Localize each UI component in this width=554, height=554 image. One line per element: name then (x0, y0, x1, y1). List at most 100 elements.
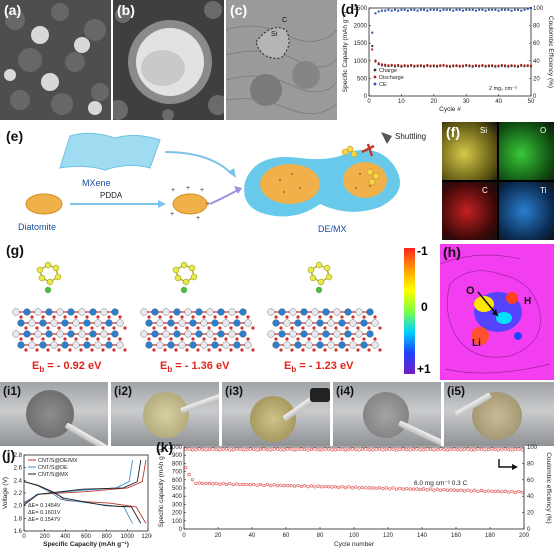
capacity-point (238, 482, 242, 487)
discharge-point (523, 64, 526, 67)
oxygen-atom (307, 315, 311, 319)
tem-image-a: (a) (0, 0, 111, 120)
oxygen-atom (224, 337, 228, 341)
capacity-point (520, 490, 524, 495)
capacity-point (384, 486, 388, 490)
ce-point (367, 448, 371, 452)
ce-point (197, 447, 201, 451)
slab-atom (344, 308, 352, 316)
x-tick-label: 160 (451, 533, 462, 539)
capacity-point (510, 489, 514, 493)
slab-atom (67, 330, 75, 338)
discharge-point (452, 64, 455, 67)
discharge-point (439, 64, 442, 67)
oxygen-atom (207, 326, 211, 330)
ce-point (500, 447, 504, 451)
capacity-point (326, 485, 331, 489)
slab-atom (217, 330, 225, 338)
ce-point (238, 447, 242, 451)
oxygen-atom (356, 348, 360, 352)
ce-point (428, 447, 433, 451)
slab-atom (228, 330, 236, 338)
capacity-point (279, 483, 283, 487)
slab-atom (327, 319, 335, 327)
slab-atom (94, 319, 102, 327)
coated-diatomite-icon (172, 193, 208, 215)
ce-point (343, 448, 348, 452)
slab-atom (305, 341, 313, 349)
y-tick-label: 0 (179, 527, 183, 533)
y2-tick-label: 0 (527, 527, 531, 533)
capacity-point (466, 488, 470, 492)
oxygen-atom (41, 315, 45, 319)
y-tick-label: 300 (172, 502, 183, 508)
ce-point (401, 447, 405, 451)
oxygen-atom (307, 337, 311, 341)
oxygen-atom (356, 326, 360, 330)
slab-atom (50, 319, 58, 327)
photo-i5: (i5) (444, 382, 554, 446)
x-tick-label: 400 (60, 534, 71, 540)
ce-point (299, 447, 303, 451)
ce-point (478, 8, 481, 11)
label-diatomite: Diatomite (18, 222, 56, 232)
capacity-point (211, 482, 215, 486)
capacity-point (357, 486, 361, 490)
ce-point (496, 448, 501, 452)
discharge-point (513, 64, 516, 67)
ce-point (423, 8, 426, 11)
capacity-point (252, 482, 256, 487)
capacity-point (432, 488, 436, 492)
slab-atom (322, 330, 330, 338)
scale-bottom-label: +1 (417, 362, 431, 376)
slab-atom (72, 319, 80, 327)
slab-atom (56, 330, 64, 338)
oxygen-atom (74, 337, 78, 341)
discharge-point (468, 64, 471, 67)
panel-label-c: (c) (230, 2, 248, 18)
cathode-disc-i2 (143, 392, 189, 438)
sulfur-atom (52, 264, 60, 272)
slab-atom (28, 341, 36, 349)
capacity-point (190, 478, 195, 482)
slab-atom (173, 308, 181, 316)
slab-atom (272, 319, 280, 327)
ce-point (432, 8, 435, 11)
capacity-point (459, 488, 463, 492)
capacity-point (269, 484, 273, 488)
binding-energy-3: Eb = - 1.23 eV (284, 360, 354, 375)
capacity-point (337, 485, 341, 489)
oxygen-atom (107, 337, 111, 341)
svg-text:+: + (206, 201, 210, 208)
capacity-point (313, 485, 317, 489)
capacity-point (479, 488, 484, 493)
ce-point (377, 447, 382, 451)
slab-atom (145, 319, 153, 327)
ce-point (279, 448, 283, 452)
oxygen-atom (30, 315, 34, 319)
capacity-point (473, 488, 477, 492)
sulfur-atom (190, 273, 198, 281)
slab-atom (244, 341, 252, 349)
slab-atom (45, 308, 53, 316)
ce-point (491, 8, 494, 11)
ce-point (439, 9, 442, 12)
ce-point (493, 447, 497, 452)
ce-point (371, 448, 375, 452)
slab-atom (184, 308, 192, 316)
atom-label-o: O (466, 285, 475, 297)
slab-atom (278, 330, 286, 338)
photo-i4: (i4) (333, 382, 441, 446)
ce-point (245, 447, 249, 452)
slab-atom (23, 330, 31, 338)
capacity-point (235, 482, 239, 486)
ce-point (184, 447, 188, 451)
slab-atom (222, 341, 230, 349)
y-axis-label: Specific capacity (mAh g⁻¹) (158, 449, 165, 528)
capacity-point (241, 482, 246, 486)
slab-atom (189, 341, 197, 349)
slab-atom (278, 308, 286, 316)
x-tick-label: 140 (417, 533, 428, 539)
oxygen-atom (323, 326, 327, 330)
oxygen-atom (52, 337, 56, 341)
